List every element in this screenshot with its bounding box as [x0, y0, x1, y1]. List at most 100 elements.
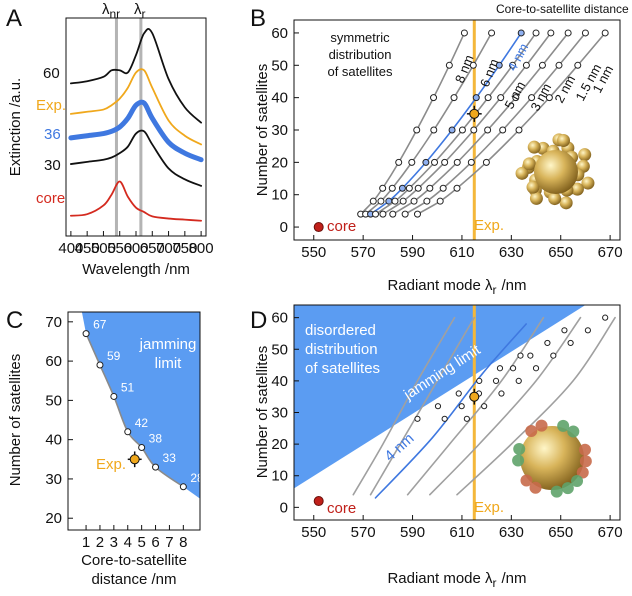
satellite — [571, 475, 584, 488]
satellite — [520, 474, 533, 487]
region — [294, 305, 586, 489]
x-axis-label: Radiant mode λr/nm — [387, 570, 526, 590]
plot-frame — [67, 311, 201, 531]
annotation: of satellites — [305, 360, 380, 377]
marker — [372, 210, 379, 218]
satellite — [526, 180, 540, 194]
marker — [512, 94, 520, 102]
marker — [472, 94, 480, 102]
unit: /nm — [502, 277, 527, 294]
marker — [532, 29, 540, 37]
marker — [458, 403, 465, 410]
panel: 550 570 590 610 630 650 670 0 10 20 30 40 50 60 — [271, 19, 623, 261]
marker — [453, 158, 461, 166]
marker — [469, 391, 480, 402]
marker — [532, 365, 540, 372]
vline-label: Exp. — [474, 217, 504, 234]
marker — [499, 126, 507, 134]
marker — [545, 94, 553, 102]
marker — [124, 428, 132, 436]
label-text: Radiant mode λ — [387, 277, 493, 294]
x-axis-label: Wavelength /nm — [82, 261, 190, 278]
marker — [581, 29, 589, 37]
x-tick-label: 3 — [110, 534, 118, 551]
marker — [399, 197, 407, 205]
data-label: 38 — [149, 432, 163, 446]
marker — [550, 352, 557, 359]
x-tick-label: 600 — [123, 240, 148, 257]
series-line — [69, 180, 203, 222]
series-line — [352, 316, 456, 496]
y-tick-label: 60 — [271, 310, 288, 327]
marker — [564, 29, 572, 37]
panel-letter: B — [250, 5, 266, 32]
y-tick-label: 50 — [271, 57, 288, 74]
series-label: 36 — [44, 126, 61, 143]
annotation: symmetric — [330, 30, 390, 45]
subscript: r — [493, 283, 497, 297]
x-tick-label: 750 — [172, 240, 197, 257]
marker — [408, 158, 416, 166]
x-tick-label: 670 — [598, 244, 623, 261]
marker — [463, 415, 470, 422]
satellite — [561, 482, 574, 495]
marker — [414, 415, 421, 422]
x-axis-label: Radiant mode λr/nm — [387, 277, 526, 297]
satellite — [556, 133, 570, 147]
satellite — [529, 481, 542, 494]
x-tick-label: 590 — [400, 244, 425, 261]
series-label: Exp. — [96, 456, 126, 473]
x-tick-label: 650 — [548, 524, 573, 541]
annotation: disordered — [305, 322, 376, 339]
panel-letter: D — [250, 307, 267, 334]
symbol: λ — [102, 1, 110, 18]
annotation: distribution — [305, 341, 378, 358]
marker — [395, 158, 403, 166]
inset-illustration — [512, 419, 592, 498]
marker — [379, 184, 387, 192]
marker — [398, 184, 406, 192]
marker — [469, 108, 480, 119]
series-line — [68, 99, 204, 163]
y-axis-label: Number of satellites — [254, 346, 271, 479]
inset-illustration — [515, 133, 595, 210]
data-label: 33 — [163, 451, 177, 465]
subscript: r — [493, 576, 497, 590]
symbol: λ — [134, 1, 142, 18]
x-tick-label: 630 — [499, 524, 524, 541]
marker — [484, 94, 492, 102]
marker — [561, 327, 568, 334]
series-label: 60 — [43, 65, 60, 82]
marker — [509, 61, 517, 69]
marker — [492, 377, 500, 384]
y-tick-label: 20 — [271, 436, 288, 453]
vline-label: λr — [134, 1, 146, 21]
marker — [129, 454, 140, 465]
marker — [601, 29, 609, 37]
marker — [448, 126, 456, 134]
y-tick-label: 40 — [271, 373, 288, 390]
y-tick-label: 0 — [280, 499, 288, 516]
y-tick-label: 20 — [271, 154, 288, 171]
series-label: core — [36, 190, 65, 207]
marker — [423, 197, 431, 205]
marker — [467, 158, 475, 166]
marker — [488, 29, 496, 37]
region — [81, 312, 200, 499]
panel-letter: A — [6, 5, 22, 32]
plot-area — [294, 305, 616, 520]
series-label: core — [327, 218, 356, 235]
x-tick-label: 630 — [499, 244, 524, 261]
satellite — [579, 455, 592, 468]
y-axis-label: Number of satellites — [7, 354, 24, 487]
marker — [96, 361, 104, 369]
marker — [484, 126, 492, 134]
marker — [152, 463, 160, 471]
marker — [495, 61, 503, 69]
y-axis-label: Number of satellites — [254, 64, 271, 197]
series-line — [456, 316, 616, 496]
marker — [567, 339, 574, 347]
y-tick-label: 30 — [271, 122, 288, 139]
